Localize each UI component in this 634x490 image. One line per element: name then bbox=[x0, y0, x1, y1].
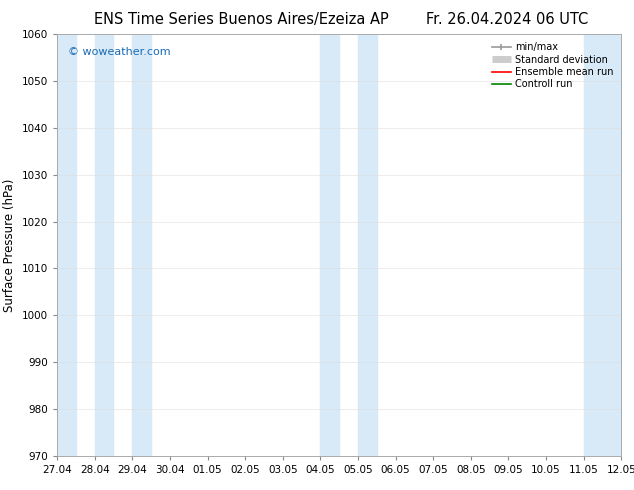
Text: ENS Time Series Buenos Aires/Ezeiza AP: ENS Time Series Buenos Aires/Ezeiza AP bbox=[94, 12, 388, 27]
Y-axis label: Surface Pressure (hPa): Surface Pressure (hPa) bbox=[3, 178, 16, 312]
Text: © woweather.com: © woweather.com bbox=[68, 47, 171, 57]
Legend: min/max, Standard deviation, Ensemble mean run, Controll run: min/max, Standard deviation, Ensemble me… bbox=[489, 39, 616, 92]
Bar bbox=[133, 34, 151, 456]
Bar bbox=[94, 34, 113, 456]
Bar bbox=[320, 34, 339, 456]
Text: Fr. 26.04.2024 06 UTC: Fr. 26.04.2024 06 UTC bbox=[426, 12, 588, 27]
Bar bbox=[358, 34, 377, 456]
Bar bbox=[584, 34, 621, 456]
Bar bbox=[57, 34, 76, 456]
